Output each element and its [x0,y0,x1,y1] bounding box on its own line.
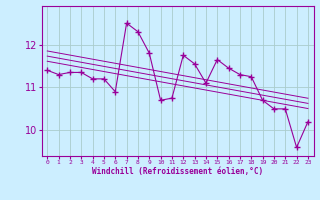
X-axis label: Windchill (Refroidissement éolien,°C): Windchill (Refroidissement éolien,°C) [92,167,263,176]
